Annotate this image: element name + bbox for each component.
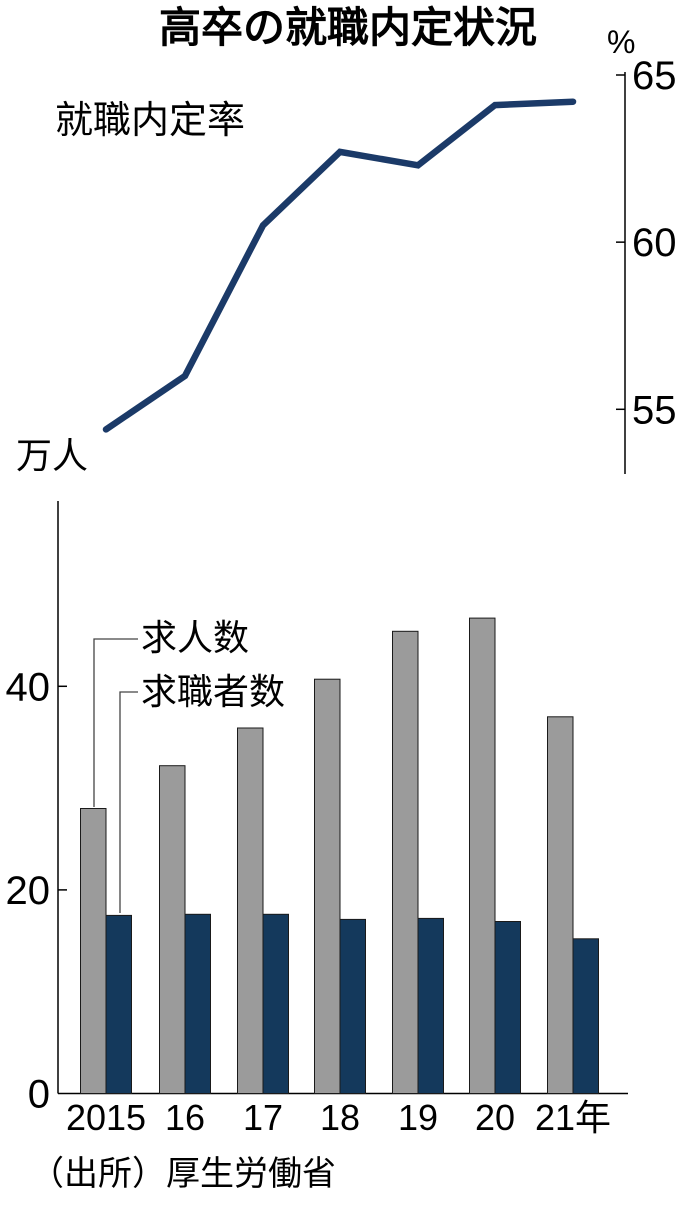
bar-openings-17: [237, 727, 264, 1094]
right-tick-label: 55: [632, 388, 677, 432]
year-label-18: 18: [320, 1097, 360, 1138]
legend-leader-line-seekers: [119, 691, 138, 913]
year-label-2015: 2015: [66, 1097, 146, 1138]
right-axis-ticks: 65 60 55: [616, 54, 677, 432]
year-label-21年: 21年: [535, 1097, 611, 1138]
bar-seekers-17: [262, 913, 289, 1094]
legend-label-openings: 求人数: [141, 617, 249, 658]
year-label-16: 16: [165, 1097, 205, 1138]
left-tick-label: 40: [6, 665, 51, 709]
bar-unit-label: 万人: [16, 435, 88, 476]
source-note: （出所）厚生労働省: [30, 1155, 336, 1193]
bar-openings-2015: [80, 808, 107, 1094]
bar-openings-19: [392, 630, 419, 1094]
legend-leader-line-openings: [93, 638, 138, 807]
line-series-label: 就職内定率: [55, 100, 245, 142]
year-labels: 2015 16 17 18 19 20 21年: [66, 1097, 611, 1138]
bar-openings-20: [469, 617, 496, 1094]
right-tick-label: 65: [632, 54, 677, 98]
left-axis-ticks: 40 20 0: [6, 665, 67, 1117]
bar-openings-18: [314, 678, 341, 1094]
line-series: [102, 98, 577, 433]
bar-openings-16: [159, 765, 186, 1094]
year-label-20: 20: [475, 1097, 515, 1138]
bar-seekers-19: [417, 917, 444, 1095]
bar-openings-21年: [547, 716, 574, 1094]
left-tick-label: 20: [6, 869, 51, 913]
bar-seekers-21年: [572, 938, 599, 1094]
left-tick-label: 0: [28, 1073, 50, 1117]
bar-seekers-18: [339, 918, 366, 1095]
bar-legend: 求人数 求職者数: [93, 617, 285, 913]
bar-seekers-2015: [105, 914, 132, 1095]
bar-seekers-20: [494, 921, 521, 1094]
year-label-19: 19: [398, 1097, 438, 1138]
line-chart-right-axis: 65 60 55: [616, 54, 677, 474]
bar-seekers-16: [184, 913, 211, 1094]
year-label-17: 17: [243, 1097, 283, 1138]
bars-group: [80, 617, 599, 1095]
legend-label-seekers: 求職者数: [141, 671, 285, 712]
chart-title: 高卒の就職内定状況: [159, 4, 537, 51]
right-tick-label: 60: [632, 221, 677, 265]
percent-unit-label: %: [607, 24, 635, 60]
